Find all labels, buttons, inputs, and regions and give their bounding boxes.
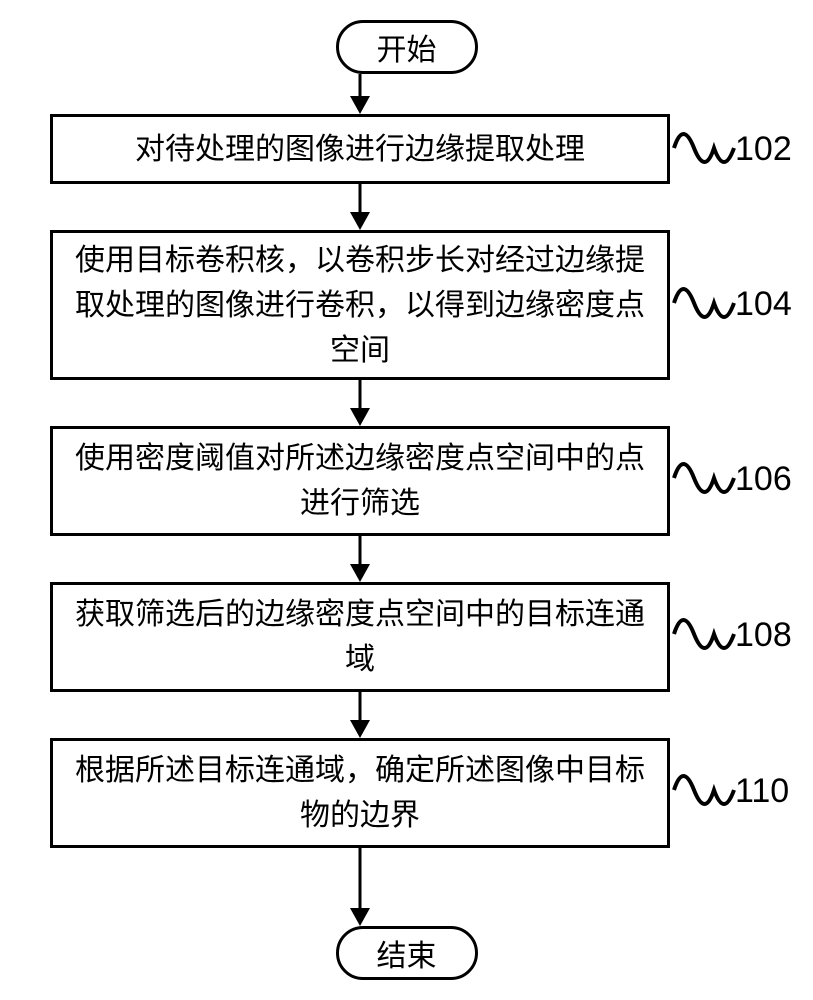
connector-wave [670, 606, 738, 662]
step-label: 106 [735, 460, 792, 499]
process-text: 对待处理的图像进行边缘提取处理 [135, 127, 585, 172]
process-step-106: 使用密度阈值对所述边缘密度点空间中的点进行筛选 [50, 426, 670, 536]
connector-wave [670, 762, 738, 818]
terminator-end: 结束 [336, 926, 478, 980]
step-label: 108 [735, 616, 792, 655]
arrow [359, 692, 362, 720]
process-text: 获取筛选后的边缘密度点空间中的目标连通域 [71, 592, 649, 682]
arrow [359, 848, 362, 908]
step-label: 102 [735, 130, 792, 169]
connector-wave [670, 275, 738, 331]
step-label: 104 [735, 285, 792, 324]
flowchart-container: 开始 对待处理的图像进行边缘提取处理 102 使用目标卷积核，以卷积步长对经过边… [10, 20, 803, 980]
arrow-head [350, 564, 370, 582]
arrow-head [350, 96, 370, 114]
process-step-102: 对待处理的图像进行边缘提取处理 [50, 114, 670, 184]
arrow-head [350, 212, 370, 230]
arrow-head [350, 908, 370, 926]
arrow-head [350, 720, 370, 738]
process-text: 使用目标卷积核，以卷积步长对经过边缘提取处理的图像进行卷积，以得到边缘密度点空间 [71, 238, 649, 373]
process-step-110: 根据所述目标连通域，确定所述图像中目标物的边界 [50, 738, 670, 848]
process-step-104: 使用目标卷积核，以卷积步长对经过边缘提取处理的图像进行卷积，以得到边缘密度点空间 [50, 230, 670, 380]
process-text: 使用密度阈值对所述边缘密度点空间中的点进行筛选 [71, 436, 649, 526]
process-step-108: 获取筛选后的边缘密度点空间中的目标连通域 [50, 582, 670, 692]
terminator-start: 开始 [336, 20, 478, 74]
terminator-end-label: 结束 [377, 931, 437, 975]
connector-wave [670, 120, 738, 176]
terminator-start-label: 开始 [377, 25, 437, 69]
arrow [359, 536, 362, 564]
step-label: 110 [735, 772, 789, 811]
arrow [359, 74, 362, 96]
arrow [359, 184, 362, 212]
arrow [359, 380, 362, 408]
connector-wave [670, 450, 738, 506]
arrow-head [350, 408, 370, 426]
process-text: 根据所述目标连通域，确定所述图像中目标物的边界 [71, 748, 649, 838]
